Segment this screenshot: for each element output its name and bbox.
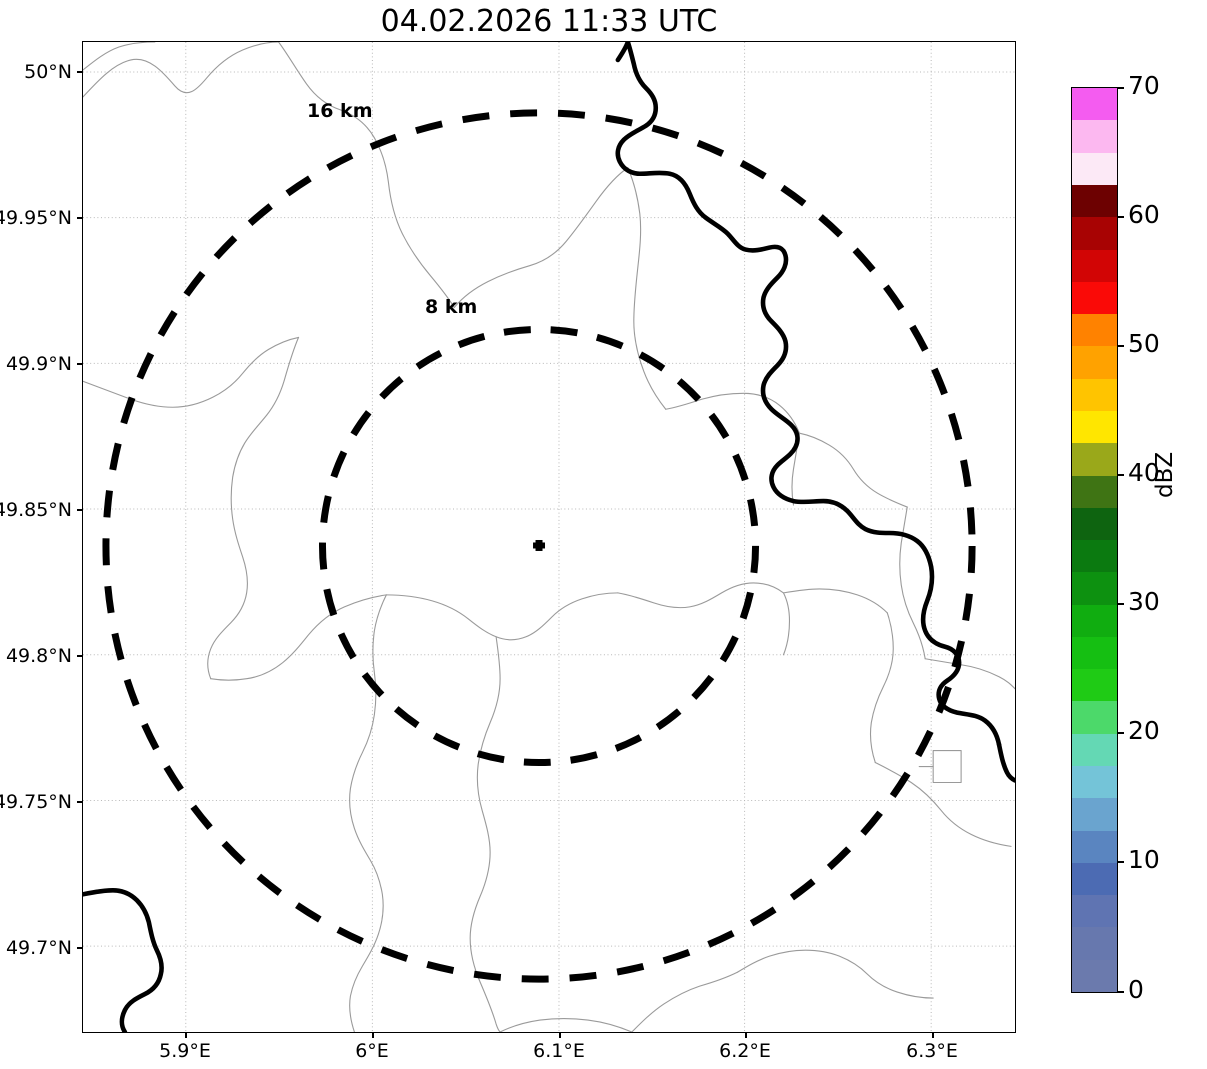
xtick-mark: [559, 1033, 561, 1038]
colorbar-band-30-32.5: [1072, 572, 1117, 605]
colorbar-band-22.5-25: [1072, 669, 1117, 702]
colorbar-tick: [1118, 991, 1124, 993]
colorbar-band-32.5-35: [1072, 540, 1117, 573]
colorbar-tick-label-0: 0: [1128, 975, 1144, 1004]
ytick-label-499n: 49.9°N: [5, 353, 72, 375]
ytick-label-50n: 50°N: [24, 61, 72, 83]
xtick-label-61e: 6.1°E: [533, 1040, 585, 1062]
colorbar-band-17.5-20: [1072, 733, 1117, 767]
colorbar-band-52.5-55: [1072, 281, 1117, 315]
colorbar-band-65-67.5: [1072, 120, 1117, 153]
page-title: 04.02.2026 11:33 UTC: [380, 4, 718, 39]
ytick-mark: [77, 363, 82, 365]
colorbar-tick: [1118, 474, 1124, 476]
colorbar-band-60-62.5: [1072, 184, 1117, 218]
colorbar-tick-label-10: 10: [1128, 845, 1160, 874]
colorbar-tick-label-70: 70: [1128, 71, 1160, 100]
colorbar-band-55-57.5: [1072, 249, 1117, 282]
colorbar-band-7.5-10: [1072, 862, 1117, 896]
colorbar-band-27.5-30: [1072, 604, 1117, 637]
xtick-mark: [185, 1033, 187, 1038]
ytick-label-498n: 49.8°N: [5, 645, 72, 667]
ytick-mark: [77, 947, 82, 949]
colorbar-tick: [1118, 861, 1124, 863]
gridlines: [83, 42, 1015, 1032]
colorbar-tick-label-40: 40: [1128, 458, 1160, 487]
ytick-label-4975n: 49.75°N: [0, 791, 72, 813]
colorbar-band-2.5-5: [1072, 927, 1117, 960]
national-border: [83, 42, 1015, 1032]
colorbar-band-45-47.5: [1072, 378, 1117, 411]
colorbar-band-47.5-50: [1072, 346, 1117, 379]
colorbar-band-57.5-60: [1072, 217, 1117, 250]
colorbar-tick: [1118, 345, 1124, 347]
range-ring-16km: [102, 109, 976, 983]
colorbar-band-0-2.5: [1072, 959, 1117, 992]
colorbar-band-42.5-45: [1072, 410, 1117, 444]
colorbar-band-67.5-70: [1072, 88, 1117, 121]
ytick-label-4985n: 49.85°N: [0, 499, 72, 521]
ytick-label-497n: 49.7°N: [5, 937, 72, 959]
ytick-mark: [77, 655, 82, 657]
colorbar-band-25-27.5: [1072, 636, 1117, 670]
colorbar-axis-label: dBZ: [1152, 451, 1178, 498]
xtick-label-63e: 6.3°E: [906, 1040, 958, 1062]
ytick-mark: [77, 801, 82, 803]
radar-center-cross: [533, 539, 546, 551]
xtick-label-59e: 5.9°E: [159, 1040, 211, 1062]
map-canvas: [83, 42, 1015, 1032]
admin-boundaries: [83, 42, 1015, 1032]
colorbar-band-20-22.5: [1072, 701, 1117, 734]
ytick-mark: [77, 217, 82, 219]
colorbar-band-12.5-15: [1072, 798, 1117, 831]
colorbar-tick-label-60: 60: [1128, 200, 1160, 229]
xtick-label-62e: 6.2°E: [719, 1040, 771, 1062]
colorbar-band-35-37.5: [1072, 507, 1117, 541]
range-ring-label-8km: 8 km: [425, 296, 478, 318]
ytick-label-4995n: 49.95°N: [0, 207, 72, 229]
colorbar-band-15-17.5: [1072, 766, 1117, 799]
colorbar-tick: [1118, 603, 1124, 605]
colorbar-tick-label-20: 20: [1128, 716, 1160, 745]
colorbar-band-10-12.5: [1072, 830, 1117, 863]
colorbar-band-5-7.5: [1072, 895, 1117, 928]
colorbar-band-37.5-40: [1072, 475, 1117, 508]
colorbar-band-62.5-65: [1072, 152, 1117, 185]
ytick-mark: [77, 509, 82, 511]
colorbar-band-40-42.5: [1072, 443, 1117, 476]
xtick-label-6e: 6°E: [355, 1040, 389, 1062]
colorbar-tick: [1118, 87, 1124, 89]
colorbar[interactable]: [1071, 87, 1118, 993]
colorbar-tick: [1118, 732, 1124, 734]
colorbar-tick: [1118, 216, 1124, 218]
xtick-mark: [932, 1033, 934, 1038]
map-plot-area[interactable]: 16 km 8 km: [82, 41, 1016, 1033]
xtick-mark: [372, 1033, 374, 1038]
range-ring-label-16km: 16 km: [307, 100, 373, 122]
range-rings: [102, 109, 976, 983]
colorbar-tick-label-30: 30: [1128, 587, 1160, 616]
colorbar-tick-label-50: 50: [1128, 329, 1160, 358]
range-ring-8km: [318, 325, 760, 767]
colorbar-band-50-52.5: [1072, 314, 1117, 347]
xtick-mark: [745, 1033, 747, 1038]
ytick-mark: [77, 71, 82, 73]
